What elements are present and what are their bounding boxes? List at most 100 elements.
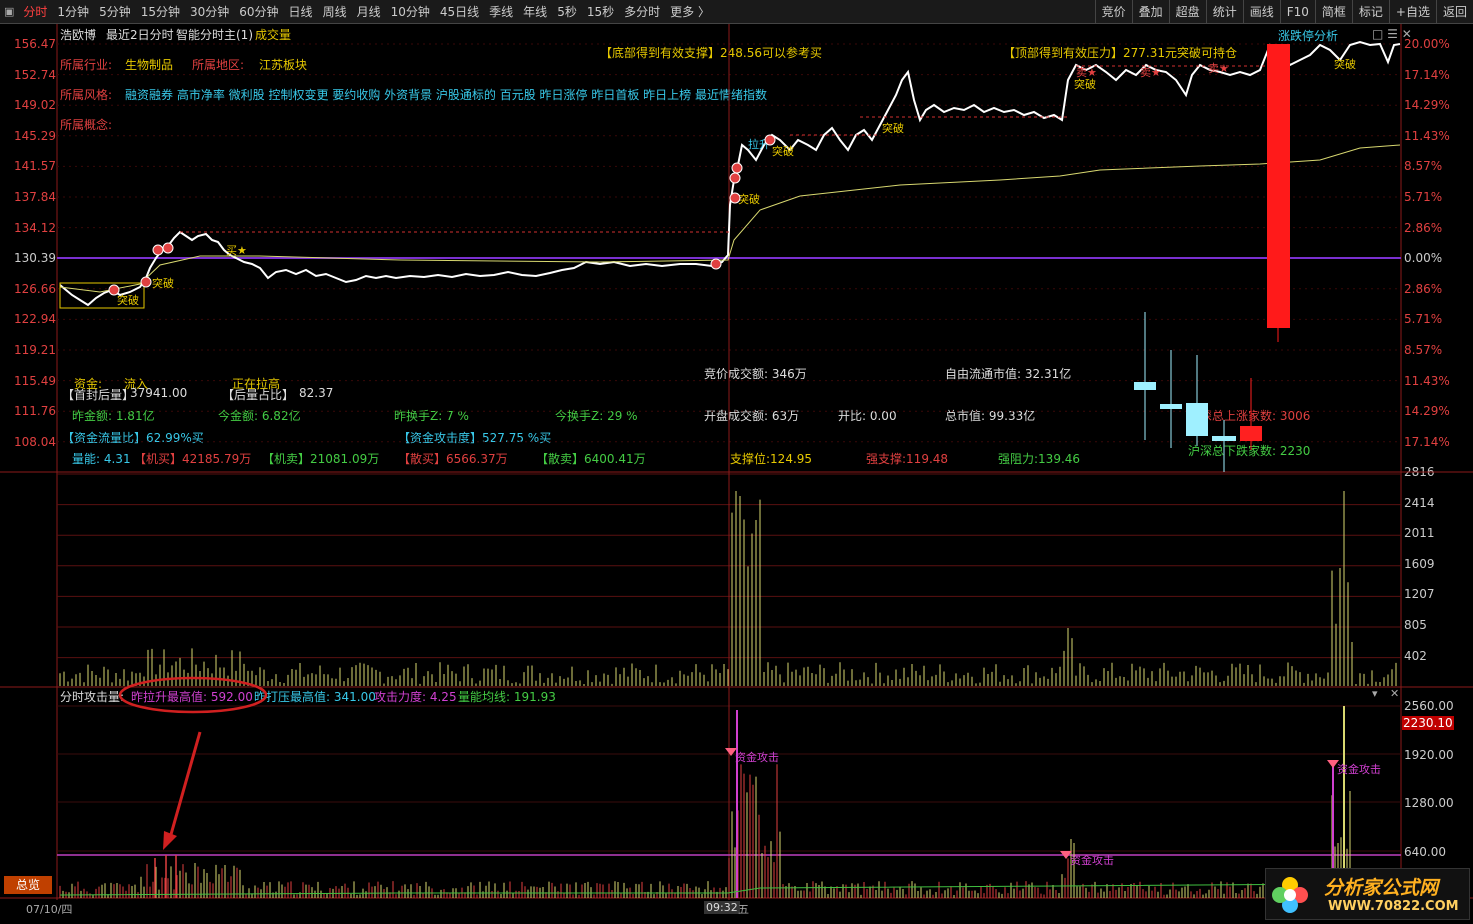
toolbar-btn-9[interactable]: 返回 xyxy=(1435,0,1473,24)
strong-resist: 强阻力:139.46 xyxy=(998,452,1081,466)
period-tab-3[interactable]: 15分钟 xyxy=(140,4,180,19)
period-tab-0[interactable]: 分时 xyxy=(23,4,48,19)
toolbar-btn-4[interactable]: 画线 xyxy=(1242,0,1280,24)
period-tab-14[interactable]: 15秒 xyxy=(586,4,615,19)
volume-avg-line: 量能均线: 191.93 xyxy=(458,690,556,704)
pct-axis-label: 17.14% xyxy=(1404,434,1450,449)
overview-button[interactable]: 总览 xyxy=(4,876,52,894)
float-cap: 自由流通市值: 32.31亿 xyxy=(945,367,1072,381)
period-tab-16[interactable]: 更多 〉 xyxy=(670,4,710,19)
signal-dot xyxy=(729,172,741,184)
attack-axis-label: 2230.10 xyxy=(1402,716,1454,730)
breakthrough-mark: 突破 xyxy=(152,276,174,290)
period-tab-10[interactable]: 45日线 xyxy=(439,4,480,19)
window-buttons[interactable]: □ ☰ ✕ xyxy=(1372,27,1412,41)
bottom-support-note: 【底部得到有效支撑】248.56可以参考买 xyxy=(600,46,822,60)
buy-mark: 买★ xyxy=(226,244,247,257)
period-tab-8[interactable]: 月线 xyxy=(356,4,381,19)
today-turnover: 今换手Z: 29 % xyxy=(555,409,638,423)
indicator-name[interactable]: 智能分时主(1) xyxy=(176,28,253,42)
total-cap: 总市值: 99.33亿 xyxy=(945,409,1036,423)
period-tab-4[interactable]: 30分钟 xyxy=(189,4,230,19)
attack-signal-icon xyxy=(725,748,737,756)
open-ratio: 开比: 0.00 xyxy=(838,409,897,423)
industry-label: 所属行业: xyxy=(60,58,113,72)
pct-axis-label: 8.57% xyxy=(1404,343,1443,357)
after-ratio-value: 82.37 xyxy=(299,386,334,400)
price-axis-label: 152.74 xyxy=(14,67,56,82)
attack-signal-icon xyxy=(1060,851,1072,859)
vol-axis-label: 402 xyxy=(1404,648,1427,663)
bottom-box xyxy=(59,282,145,309)
attack-signal-icon xyxy=(1327,760,1339,768)
flower-icon xyxy=(1270,875,1310,915)
style-label: 所属风格: xyxy=(60,88,113,102)
signal-dot xyxy=(764,134,776,146)
vol-axis-label: 2414 xyxy=(1404,495,1435,510)
signal-dot xyxy=(731,162,743,174)
period-tab-1[interactable]: 1分钟 xyxy=(57,4,90,19)
yest-amount: 昨金额: 1.81亿 xyxy=(72,409,155,423)
pull-mark: 拉升 xyxy=(748,137,770,151)
retail-buy: 【散买】6566.37万 xyxy=(398,452,508,466)
region-value: 江苏板块 xyxy=(259,58,308,72)
vol-axis-label: 1609 xyxy=(1404,556,1435,571)
menu-icon[interactable]: ▣ xyxy=(4,4,15,18)
period-tab-15[interactable]: 多分时 xyxy=(624,4,661,19)
period-tab-11[interactable]: 季线 xyxy=(489,4,514,19)
price-axis-label: 130.39 xyxy=(14,251,56,266)
signal-dot xyxy=(710,258,722,270)
toolbar-btn-3[interactable]: 统计 xyxy=(1205,0,1243,24)
signal-dot xyxy=(729,192,741,204)
limit-analysis-link[interactable]: 涨跌停分析 xyxy=(1278,29,1339,43)
up-count: 沪深总上涨家数: 3006 xyxy=(1188,409,1311,423)
vol-axis-label: 1207 xyxy=(1404,587,1435,602)
pct-axis-label: 8.57% xyxy=(1404,159,1443,174)
region-label: 所属地区: xyxy=(192,58,245,72)
signal-dot xyxy=(108,284,120,296)
attack-signal-label: 资金攻击 xyxy=(1070,853,1114,867)
right-toolbar: 竞价 叠加 超盘 统计 画线 F10 简框 标记 +自选 返回 xyxy=(1094,0,1473,24)
period-tab-13[interactable]: 5秒 xyxy=(557,4,577,19)
breakthrough-mark: 突破 xyxy=(772,144,794,158)
inst-buy: 【机买】42185.79万 xyxy=(134,452,252,466)
period-tab-6[interactable]: 日线 xyxy=(288,4,313,19)
auction-amount: 竞价成交额: 346万 xyxy=(704,367,807,381)
toolbar-btn-2[interactable]: 超盘 xyxy=(1168,0,1206,24)
price-axis-label: 108.04 xyxy=(14,434,56,449)
pct-axis-label: 11.43% xyxy=(1404,128,1450,143)
highlight-arrow xyxy=(168,731,202,839)
attack-axis-label: 640.00 xyxy=(1404,845,1446,859)
period-tab-9[interactable]: 10分钟 xyxy=(390,4,430,19)
period-tab-2[interactable]: 5分钟 xyxy=(99,4,131,19)
period-tab-5[interactable]: 60分钟 xyxy=(239,4,279,19)
price-axis-label: 137.84 xyxy=(14,190,56,204)
average-price-line xyxy=(59,144,1401,293)
toolbar-btn-5[interactable]: F10 xyxy=(1279,0,1315,24)
period-tab-12[interactable]: 年线 xyxy=(523,4,548,19)
limit-up-bar xyxy=(1267,44,1290,328)
volume-energy: 量能: 4.31 xyxy=(72,452,131,466)
toolbar-btn-7[interactable]: 标记 xyxy=(1351,0,1389,24)
toolbar-btn-0[interactable]: 竞价 xyxy=(1094,0,1132,24)
toolbar-btn-8[interactable]: +自选 xyxy=(1388,0,1436,24)
price-axis-label: 119.21 xyxy=(14,343,56,357)
pct-axis-label: 0.00% xyxy=(1404,251,1443,266)
breakthrough-mark: 突破 xyxy=(117,293,139,307)
top-pressure-note: 【顶部得到有效压力】277.31元突破可持仓 xyxy=(1003,46,1237,60)
yest-turnover: 昨换手Z: 7 % xyxy=(394,409,469,423)
chart-mode[interactable]: 最近2日分时 xyxy=(106,28,174,42)
toolbar-btn-6[interactable]: 简框 xyxy=(1314,0,1352,24)
price-axis-label: 149.02 xyxy=(14,98,56,113)
candle-body xyxy=(1134,382,1156,390)
close-icon: ✕ xyxy=(1390,687,1399,700)
attack-signal-label: 资金攻击 xyxy=(735,750,779,764)
first-seal-value: 37941.00 xyxy=(130,386,188,400)
period-tab-7[interactable]: 周线 xyxy=(322,4,347,19)
sell-mark: 卖★ xyxy=(1208,62,1229,75)
breakthrough-mark: 突破 xyxy=(1334,57,1356,71)
footer-weekday: 五 xyxy=(738,903,749,916)
price-line xyxy=(59,40,1401,307)
toolbar-btn-1[interactable]: 叠加 xyxy=(1131,0,1169,24)
